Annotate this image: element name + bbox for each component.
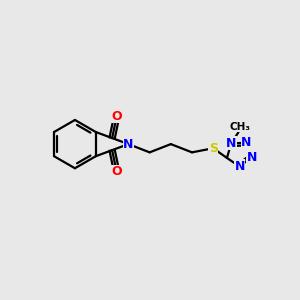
- Text: N: N: [246, 151, 257, 164]
- Text: S: S: [209, 142, 218, 155]
- Text: N: N: [241, 136, 252, 149]
- Text: N: N: [226, 137, 236, 150]
- Text: O: O: [111, 110, 122, 123]
- Text: O: O: [111, 165, 122, 178]
- Text: CH₃: CH₃: [230, 122, 250, 132]
- Text: N: N: [123, 138, 134, 151]
- Text: N: N: [234, 160, 245, 173]
